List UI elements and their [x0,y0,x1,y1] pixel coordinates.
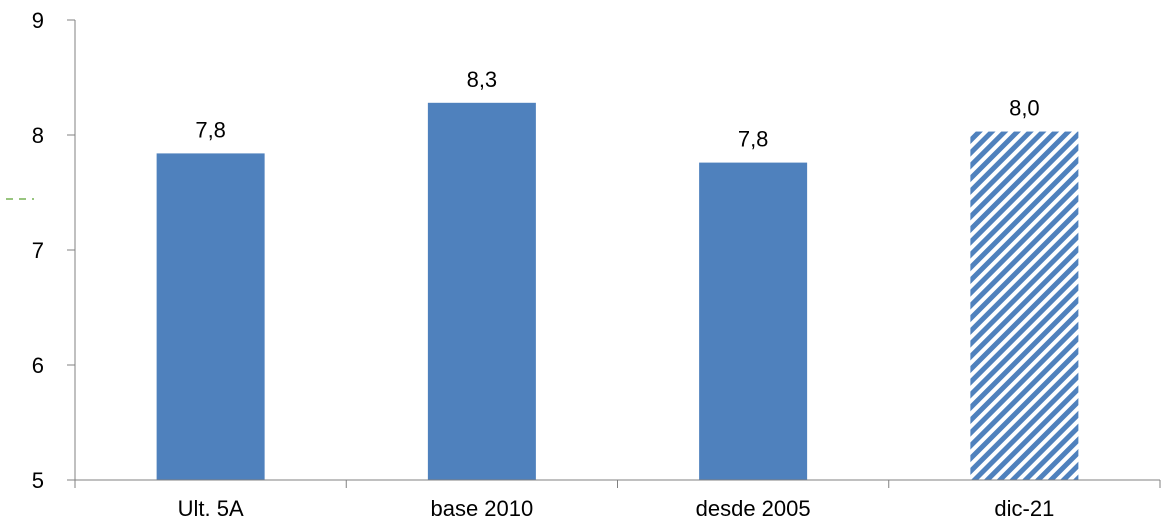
bar-2 [427,102,536,481]
data-label-2: 8,3 [467,67,498,92]
data-label-3: 7,8 [738,127,769,152]
data-label-1: 7,8 [195,117,226,142]
x-tick-label-2: base 2010 [430,496,533,521]
bar-3 [699,162,808,480]
y-tick-label-7: 7 [32,238,44,263]
data-label-4: 8,0 [1009,96,1040,121]
y-tick-label-6: 6 [32,353,44,378]
x-tick-label-4: dic-21 [994,496,1054,521]
x-tick-label-1: Ult. 5A [178,496,244,521]
bar-1 [156,153,265,480]
bar-4 [970,131,1079,481]
axes-layer: Ult. 5A base 2010 desde 2005 dic-21 5 6 7 8 9 [32,8,1161,521]
y-tick-label-8: 8 [32,123,44,148]
x-tick-label-3: desde 2005 [696,496,811,521]
y-tick-label-5: 5 [32,468,44,493]
y-tick-label-9: 9 [32,8,44,33]
bars-layer [156,102,1079,481]
data-labels-layer: 7,8 8,3 7,8 8,0 [195,67,1039,152]
